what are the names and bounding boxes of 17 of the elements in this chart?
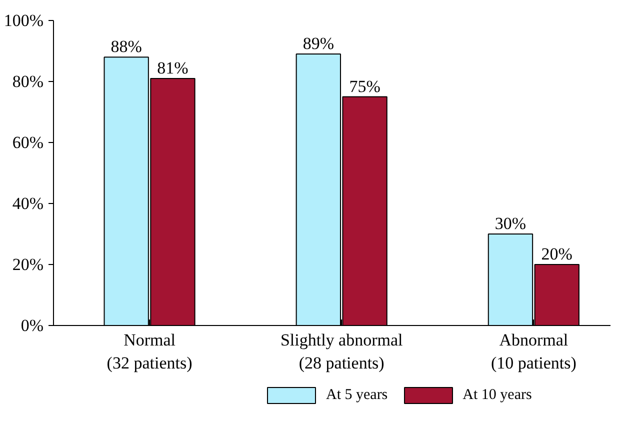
y-tick-label: 40% xyxy=(12,194,44,213)
data-label: 89% xyxy=(302,34,334,54)
data-label: 81% xyxy=(157,58,188,78)
data-label: 75% xyxy=(349,76,380,96)
y-tick-label: 100% xyxy=(4,11,44,30)
y-tick-label: 20% xyxy=(12,255,44,274)
x-tick-label: Normal (32 patients) xyxy=(106,330,192,372)
x-tick-label: Slightly abnormal (28 patients) xyxy=(280,330,404,372)
y-tick-label: 60% xyxy=(12,133,44,152)
legend-label: At 10 years xyxy=(462,386,532,404)
data-label: 30% xyxy=(494,214,526,233)
legend-label: At 5 years xyxy=(326,386,388,404)
y-tick-label: 80% xyxy=(12,72,44,91)
data-label: 88% xyxy=(110,37,142,56)
data-label: 20% xyxy=(541,244,572,264)
x-tick-label: Abnormal (10 patients) xyxy=(490,330,576,372)
y-tick-label: 0% xyxy=(20,316,44,335)
